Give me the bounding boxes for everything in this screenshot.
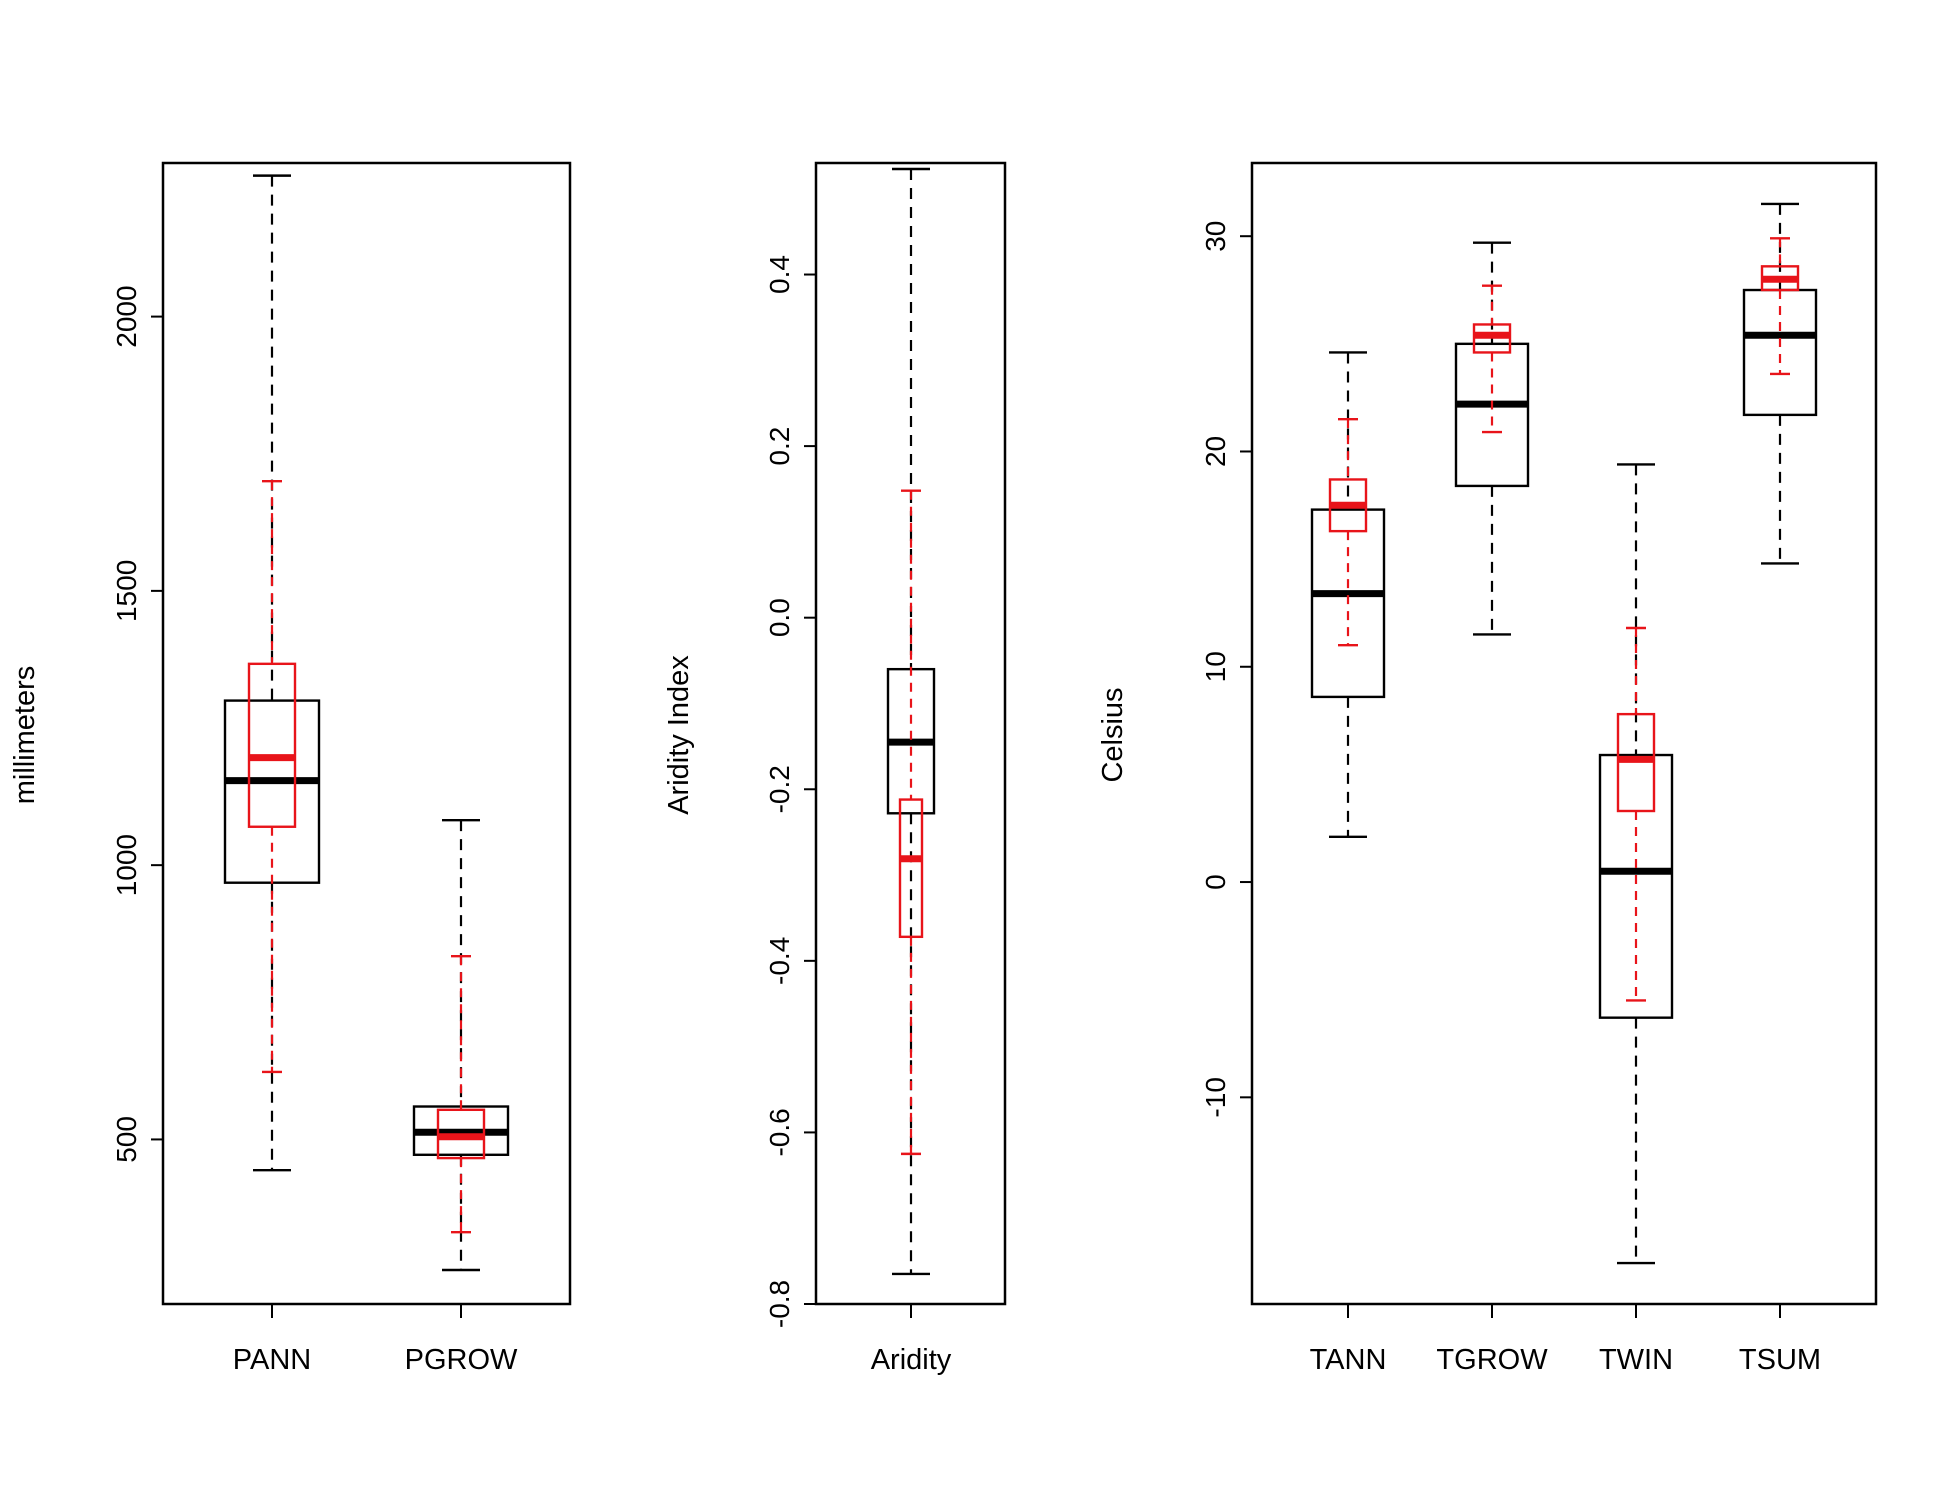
interquartile-box <box>1310 508 1386 699</box>
black-box-twin <box>1598 463 1674 1265</box>
interquartile-box <box>898 798 924 939</box>
y-tick-label: 0.2 <box>764 427 795 466</box>
category-label-tann: TANN <box>1310 1344 1387 1376</box>
y-tick-label: -0.6 <box>764 1108 795 1156</box>
y-tick-label: 0 <box>1200 874 1231 890</box>
y-axis-title-aridity-index: Aridity Index <box>663 655 695 815</box>
y-tick-label: 500 <box>111 1116 142 1163</box>
x-axis-temperature: TANN TGROW TWIN TSUM <box>1310 1304 1821 1376</box>
interquartile-box <box>247 662 297 828</box>
y-tick-label: 1500 <box>111 560 142 622</box>
black-box-tann <box>1310 351 1386 839</box>
precipitation-panel: millimeters 500 1000 1500 2000 PANN PGROW <box>9 161 572 1376</box>
temperature-panel: Celsius -10 0 10 20 30 TANN TGROW TWIN TSUM <box>1097 161 1878 1376</box>
boxes-precipitation <box>223 174 510 1272</box>
y-tick-label: 10 <box>1200 651 1231 682</box>
red-box-tgrow <box>1472 284 1512 434</box>
x-axis-aridity: Aridity <box>871 1304 952 1376</box>
y-tick-label: -0.4 <box>764 937 795 985</box>
plot-frame-precipitation <box>161 161 572 1306</box>
interquartile-box <box>1454 342 1530 488</box>
x-axis-precipitation: PANN PGROW <box>233 1304 518 1376</box>
plot-frame-aridity <box>814 161 1007 1306</box>
category-label-tsum: TSUM <box>1739 1344 1821 1376</box>
y-tick-label: 1000 <box>111 834 142 896</box>
red-box-twin <box>1616 626 1656 1002</box>
category-label-pgrow: PGROW <box>405 1344 518 1376</box>
category-label-aridity: Aridity <box>871 1344 952 1376</box>
black-box-aridity <box>886 167 936 1276</box>
y-axis-title-millimeters: millimeters <box>9 666 41 805</box>
boxes-temperature <box>1310 202 1818 1265</box>
red-box-pann <box>247 479 297 1074</box>
red-box-tsum <box>1760 237 1800 376</box>
y-tick-label: -10 <box>1200 1077 1231 1117</box>
y-tick-label: 0.0 <box>764 598 795 637</box>
y-tick-label: 20 <box>1200 436 1231 467</box>
y-tick-label: 0.4 <box>764 255 795 294</box>
interquartile-box <box>1598 753 1674 1019</box>
y-tick-label: -0.8 <box>764 1280 795 1328</box>
plot-frame-temperature <box>1250 161 1878 1306</box>
boxes-aridity <box>886 167 936 1276</box>
y-axis-aridity: -0.8 -0.6 -0.4 -0.2 0.0 0.2 0.4 <box>764 255 816 1328</box>
category-label-tgrow: TGROW <box>1436 1344 1548 1376</box>
y-tick-label: 30 <box>1200 221 1231 252</box>
y-axis-title-celsius: Celsius <box>1097 687 1129 782</box>
red-box-pgrow <box>436 955 486 1234</box>
red-box-tann <box>1328 417 1368 647</box>
y-axis-temperature: -10 0 10 20 30 <box>1200 221 1252 1118</box>
aridity-panel: Aridity Index -0.8-0.6-0.4-0.20.00.20.4 … <box>663 161 1007 1376</box>
red-box-aridity <box>898 489 924 1156</box>
y-tick-label: -0.2 <box>764 765 795 813</box>
y-tick-label: 2000 <box>111 285 142 347</box>
y-axis-precipitation: 500 1000 1500 2000 <box>111 285 163 1163</box>
category-label-pann: PANN <box>233 1344 311 1376</box>
category-label-twin: TWIN <box>1599 1344 1673 1376</box>
